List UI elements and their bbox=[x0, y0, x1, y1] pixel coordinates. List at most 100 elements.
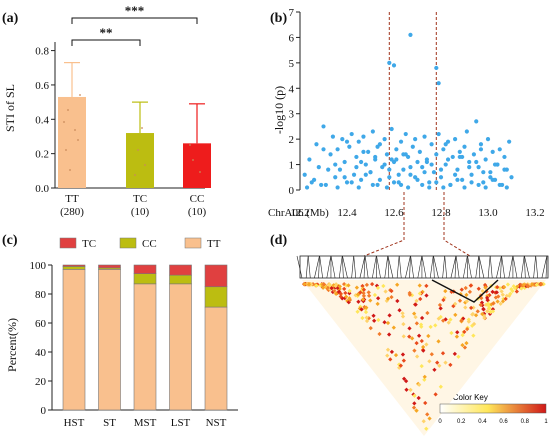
chart-d-snp-line bbox=[363, 255, 366, 279]
chart-b-point bbox=[422, 170, 427, 175]
chart-d-cell bbox=[427, 359, 432, 364]
chart-d-cell bbox=[427, 416, 432, 421]
chart-d-cell bbox=[462, 345, 468, 350]
chart-d-cell bbox=[383, 289, 388, 294]
chart-b-point bbox=[469, 172, 474, 177]
chart-d-snp-line bbox=[462, 255, 468, 279]
chart-d-cell bbox=[364, 315, 369, 320]
chart-b-point bbox=[410, 144, 415, 149]
chart-d-cell bbox=[338, 294, 343, 299]
chart-d-cell bbox=[355, 309, 360, 314]
chart-d-cell bbox=[480, 311, 485, 317]
chart-d-snp-line bbox=[433, 255, 439, 279]
chart-c-bar-segment bbox=[169, 283, 192, 411]
chart-d-cell bbox=[400, 314, 406, 319]
chart-b-point bbox=[314, 142, 319, 147]
chart-a-point bbox=[69, 169, 71, 171]
chart-a-point bbox=[137, 149, 139, 151]
chart-b-point bbox=[389, 157, 394, 162]
chart-d-cell bbox=[393, 352, 399, 358]
chart-d-snp-line bbox=[524, 255, 530, 279]
chart-d-cell bbox=[360, 297, 366, 302]
chart-d-cell bbox=[524, 283, 530, 288]
chart-c: Percent(%) 0 20 40 60 80 100 HST ST MST LST NST TC C… bbox=[5, 237, 238, 429]
chart-d-snp-line bbox=[364, 255, 369, 279]
chart-b-point bbox=[363, 162, 368, 167]
chart-b-point bbox=[507, 139, 512, 144]
chart-d-cell bbox=[464, 299, 470, 304]
chart-d-cell bbox=[468, 283, 473, 288]
chart-b-point bbox=[420, 165, 425, 170]
chart-d-snp-line bbox=[410, 255, 414, 279]
chart-b-xtick-label: 13.2 bbox=[525, 207, 544, 219]
chart-d-cell bbox=[464, 292, 469, 297]
chart-b-point bbox=[312, 177, 317, 182]
chart-d-snp-line bbox=[545, 255, 548, 279]
chart-d-cell bbox=[302, 282, 307, 287]
chart-d-snp-line bbox=[455, 255, 460, 279]
chart-d-key-tick: 0.6 bbox=[499, 419, 508, 425]
chart-b-point bbox=[354, 154, 359, 160]
chart-d-cell bbox=[505, 282, 511, 287]
chart-d-cell bbox=[355, 292, 361, 297]
chart-d-cell bbox=[481, 307, 486, 312]
chart-d-snp-line bbox=[342, 255, 348, 279]
chart-c-bar-segment bbox=[62, 264, 86, 267]
chart-b-point bbox=[408, 172, 413, 177]
chart-d-cell bbox=[412, 311, 417, 316]
chart-d-cell bbox=[471, 305, 476, 310]
chart-d-cell bbox=[404, 387, 409, 392]
chart-b-point bbox=[434, 65, 439, 71]
chart-d-cell bbox=[452, 351, 457, 356]
chart-d-cell bbox=[407, 326, 412, 331]
chart-d-snp-line bbox=[524, 255, 526, 279]
chart-b-point bbox=[455, 167, 460, 172]
chart-d-snp-line bbox=[338, 255, 343, 279]
chart-b-point bbox=[469, 180, 474, 185]
chart-a-sig-bracket bbox=[71, 17, 198, 24]
chart-d-cell bbox=[478, 302, 483, 308]
chart-c-bar-segment bbox=[133, 264, 157, 274]
chart-b-point bbox=[375, 144, 380, 149]
chart-d-snp-line bbox=[520, 255, 525, 279]
chart-d-cell bbox=[488, 309, 493, 315]
chart-d-cell bbox=[381, 283, 386, 289]
chart-d-cell bbox=[410, 336, 415, 341]
chart-d-cell bbox=[417, 283, 422, 288]
chart-d-cell bbox=[397, 308, 402, 313]
chart-b-point bbox=[377, 177, 382, 182]
chart-d-cell bbox=[372, 318, 377, 323]
chart-b-point bbox=[403, 152, 408, 157]
chart-b-ytick-label: 6 bbox=[289, 32, 295, 44]
chart-c-bar-segment bbox=[62, 269, 86, 411]
chart-a: STI of SL 0.00.20.40.60.8TT(280)TC(10)CC… bbox=[3, 3, 211, 218]
chart-d-cell bbox=[395, 282, 400, 287]
chart-d-cell bbox=[389, 349, 395, 354]
chart-d-cell bbox=[440, 351, 446, 356]
chart-b-point bbox=[398, 139, 404, 144]
chart-b-ytick-label: 7 bbox=[289, 7, 295, 19]
chart-d-cell bbox=[368, 298, 373, 303]
chart-d-cell bbox=[413, 302, 418, 307]
chart-b-point bbox=[333, 175, 338, 180]
chart-d-cell bbox=[452, 301, 458, 307]
chart-d-cell bbox=[343, 294, 349, 299]
chart-b-point bbox=[351, 172, 357, 177]
chart-d-cell bbox=[454, 334, 459, 339]
chart-b-point bbox=[443, 142, 448, 147]
chart-b-ytick-label: 3 bbox=[289, 109, 295, 121]
chart-d-cell bbox=[337, 284, 342, 289]
chart-d-cell bbox=[483, 285, 488, 290]
chart-d-cell bbox=[486, 303, 491, 308]
chart-b-point bbox=[387, 60, 392, 65]
chart-a-point bbox=[63, 121, 65, 123]
chart-d-cell bbox=[342, 286, 347, 291]
chart-b-point bbox=[333, 162, 338, 167]
chart-d-cell bbox=[499, 289, 504, 294]
chart-d-cell bbox=[425, 310, 430, 316]
chart-d-cell bbox=[404, 378, 409, 384]
chart-c-bar-segment bbox=[98, 264, 121, 269]
chart-b-point bbox=[453, 137, 458, 142]
chart-b-point bbox=[436, 131, 441, 137]
chart-b-point bbox=[349, 131, 354, 137]
